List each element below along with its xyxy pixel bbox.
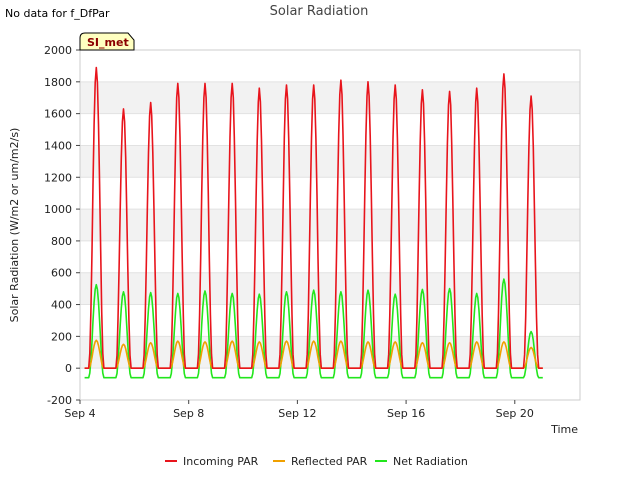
grid-band — [80, 272, 580, 305]
y-tick-label: 2000 — [44, 44, 72, 57]
series-line-incoming-par — [84, 66, 543, 369]
grid-band — [80, 209, 580, 241]
y-tick-label: 600 — [51, 267, 72, 280]
y-tick-label: 400 — [51, 299, 72, 312]
y-tick-label: 1800 — [44, 76, 72, 89]
y-tick-label: 1400 — [44, 139, 72, 152]
y-axis: -200 0 200 400 600 800 1000 1200 1400 1600 1800 200… — [44, 44, 80, 407]
series-line-net-radiation — [84, 278, 543, 379]
site-badge: SI_met — [79, 32, 135, 51]
legend: Incoming PAR Reflected PAR Net Radiation — [165, 455, 468, 468]
grid-bands — [80, 81, 580, 369]
y-tick-label: 200 — [51, 330, 72, 343]
chart-title: Solar Radiation — [270, 4, 369, 19]
plot-frame — [79, 49, 581, 401]
y-axis-label: Solar Radiation (W/m2 or um/m2/s) — [8, 128, 21, 323]
no-data-note: No data for f_DfPar — [5, 7, 110, 20]
site-badge-label: SI_met — [87, 36, 129, 49]
y-tick-label: 1600 — [44, 108, 72, 121]
grid-band — [80, 81, 580, 114]
legend-label: Incoming PAR — [183, 455, 259, 468]
series-layer — [84, 66, 543, 379]
grid-band — [80, 145, 580, 178]
x-tick-label: Sep 12 — [278, 407, 316, 420]
y-tick-label: 800 — [51, 235, 72, 248]
y-tick-label: 1000 — [44, 203, 72, 216]
y-tick-label: 1200 — [44, 171, 72, 184]
x-tick-label: Sep 8 — [173, 407, 204, 420]
y-tick-label: 0 — [65, 362, 72, 375]
legend-label: Net Radiation — [393, 455, 468, 468]
x-tick-label: Sep 4 — [64, 407, 95, 420]
x-tick-label: Sep 16 — [387, 407, 425, 420]
x-axis: Sep 4 Sep 8 Sep 12 Sep 16 Sep 20 — [64, 400, 534, 420]
y-tick-label: -200 — [47, 394, 72, 407]
legend-label: Reflected PAR — [291, 455, 368, 468]
series-line-reflected-par — [84, 339, 543, 369]
x-tick-label: Sep 20 — [496, 407, 534, 420]
x-axis-label: Time — [550, 423, 578, 436]
